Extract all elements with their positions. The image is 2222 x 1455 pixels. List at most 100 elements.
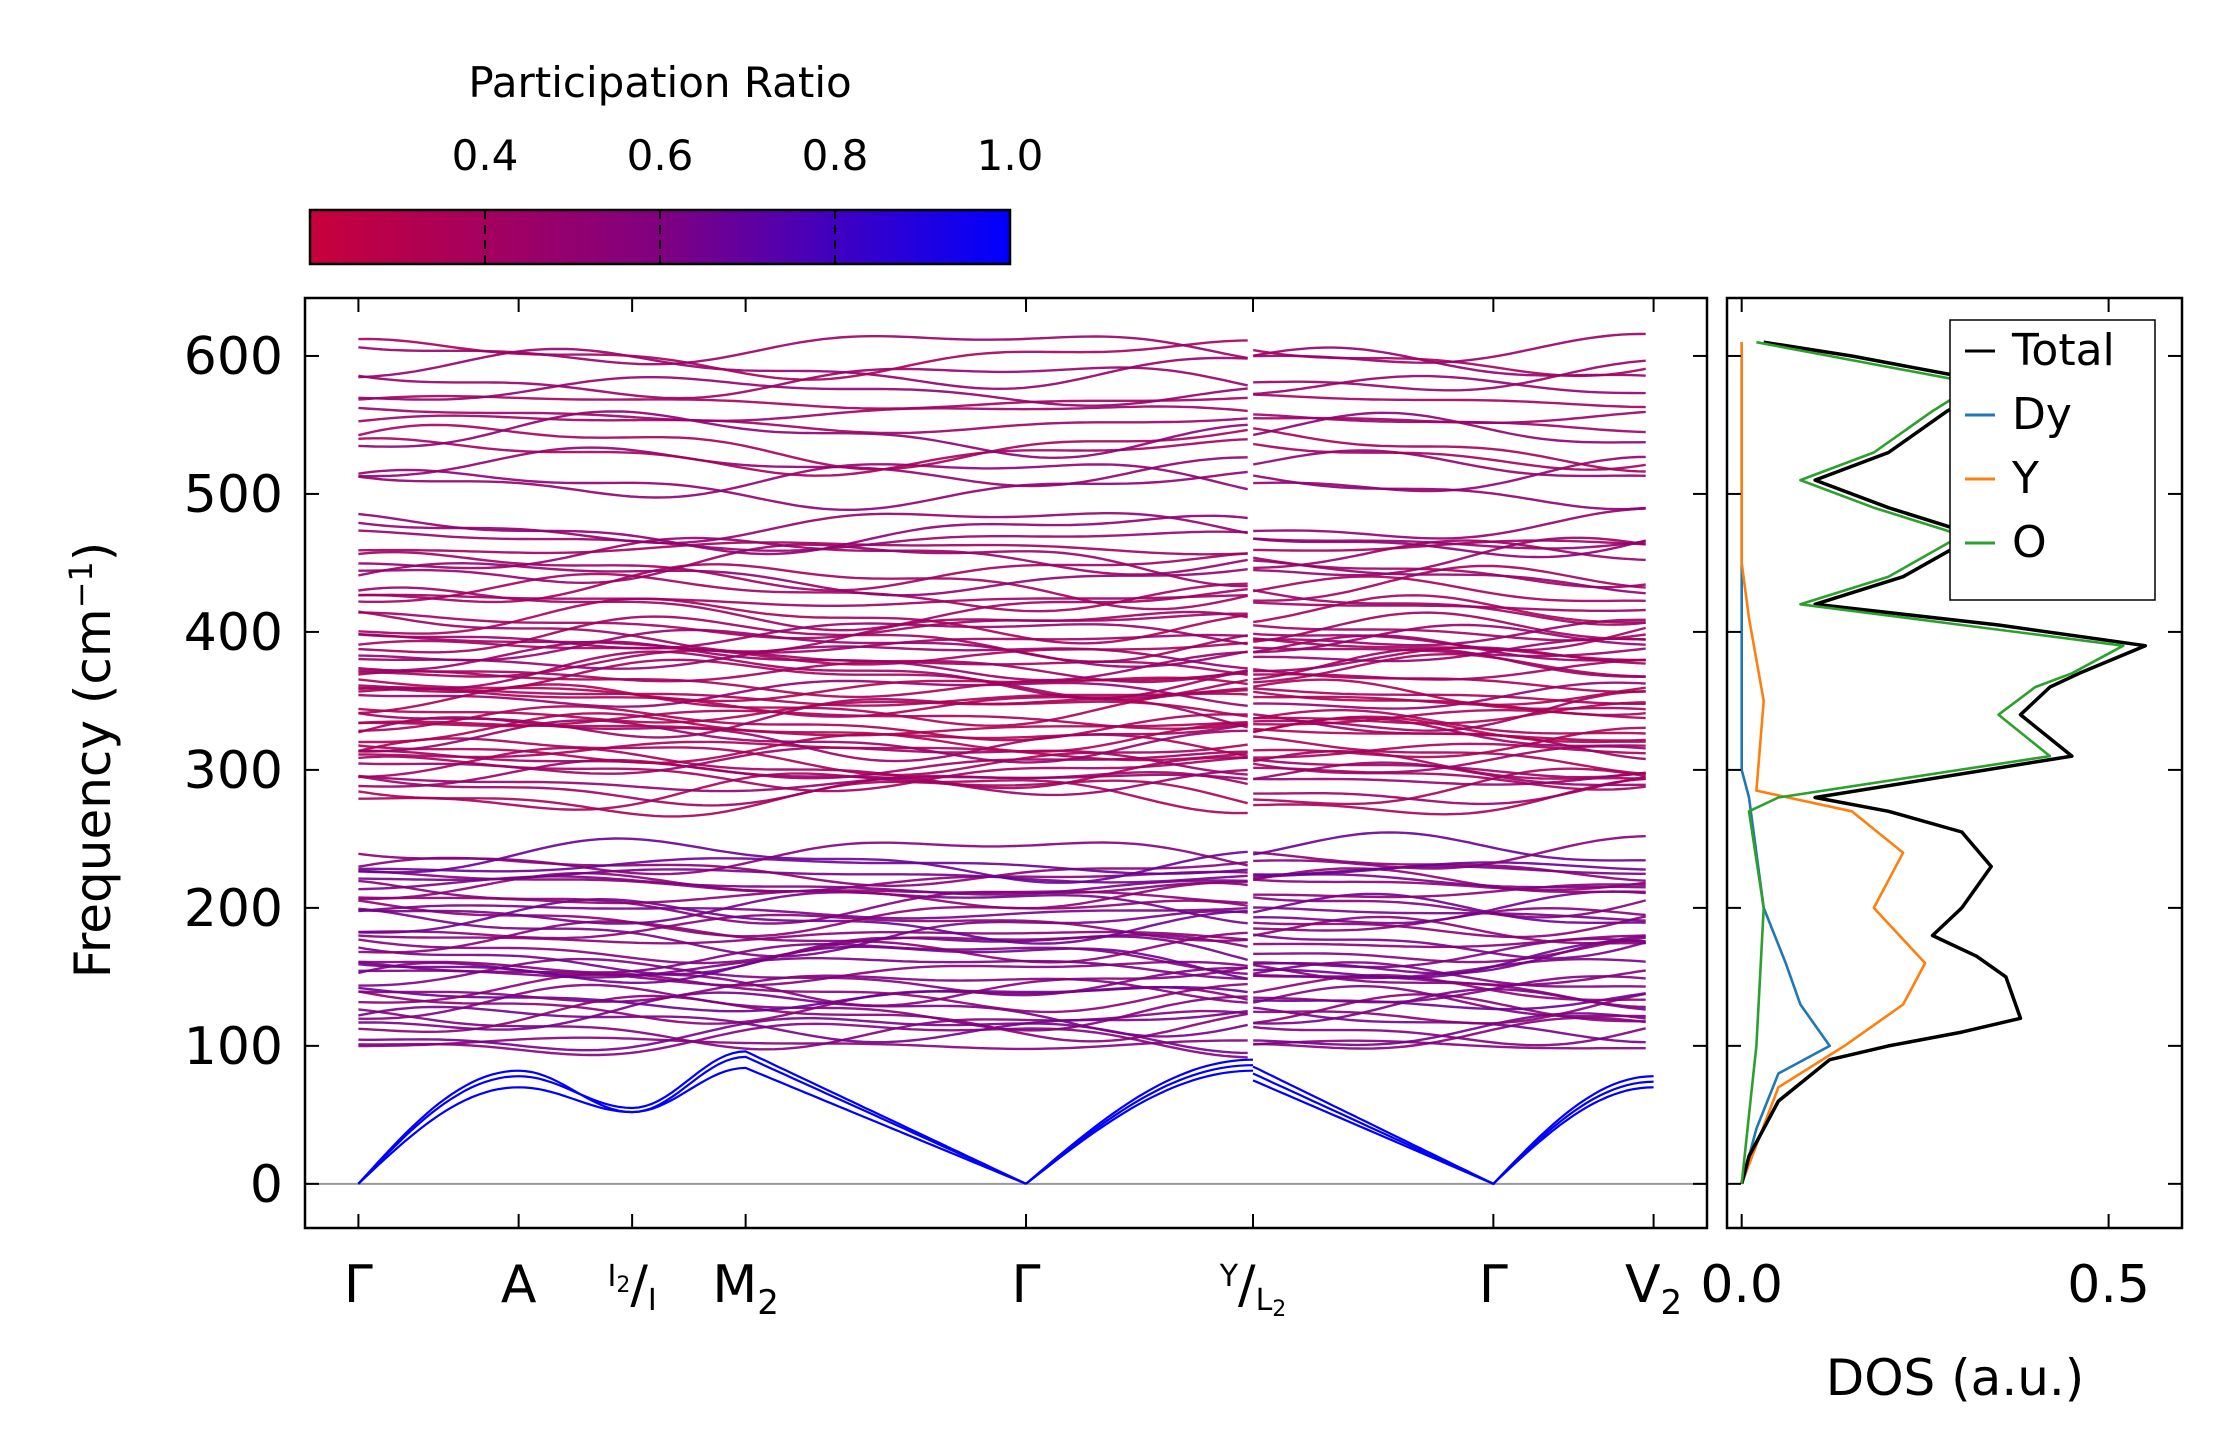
optical-branch [1253,906,1646,922]
y-axis-title-superscript: −1 [62,561,100,608]
optical-branch [1253,359,1646,392]
colorbar-tick-labels: 0.4 0.6 0.8 1.0 [452,131,1044,180]
optical-branch [1253,537,1646,559]
optical-branch [358,758,1248,797]
colorbar: Participation Ratio 0.4 0.6 0.8 1.0 [308,58,1044,266]
optical-branch [358,597,1248,645]
optical-branch [1253,933,1647,960]
optical-branch [1253,878,1646,892]
colorbar-tick-label: 0.4 [452,131,519,180]
acoustic-branch [1252,1075,1654,1186]
kpath-label: I2/I [608,1255,657,1318]
optical-branch [1253,637,1646,662]
optical-branch [358,974,1248,1004]
optical-branch [358,991,1248,1038]
optical-branch [358,337,1248,381]
optical-branch [358,868,1248,884]
optical-branch [1253,678,1646,711]
optical-branch [1253,507,1646,540]
kpath-label: Γ [1479,1255,1508,1315]
optical-branch [358,633,1248,654]
acoustic-branch [357,1066,1027,1185]
legend-label: Y [2011,453,2039,504]
optical-branch [1253,867,1646,894]
optical-branch [1253,767,1646,806]
acoustic-branch [1025,1058,1254,1185]
kpath-label: A [501,1255,537,1315]
optical-branch [1253,939,1646,979]
dos-lines [1740,340,2148,1185]
optical-branch [358,529,1248,552]
optical-branch [1253,1025,1646,1047]
acoustic-branch [357,1050,1027,1185]
optical-branch [358,423,1248,471]
y-axis-title-text: Frequency (cm [64,608,122,978]
optical-branch [358,405,1248,422]
optical-branch [358,772,1248,815]
optical-branch [358,615,1248,663]
optical-branch [1253,742,1646,759]
dos-legend: Total Dy YO [1949,319,2156,601]
y-axis-title-close: ) [64,542,122,562]
optical-branch [358,610,1248,653]
optical-branch [1253,1012,1646,1047]
legend-box [1949,319,2156,601]
optical-branch [1253,915,1646,939]
optical-branch [1253,658,1646,681]
optical-branch [358,572,1248,613]
dos-panel: 0.0 0.5 DOS (a.u.) Total Dy YO [1700,296,2184,1407]
optical-branch [358,841,1248,876]
optical-branch [1253,646,1646,658]
optical-branch [358,942,1248,975]
optical-branch [358,1005,1248,1044]
optical-branch [358,957,1248,997]
acoustic-branch [1025,1064,1254,1185]
optical-branch [358,891,1248,925]
dos-axes-frame [1725,296,2184,1230]
optical-branch [1253,890,1646,925]
y-tick-label: 400 [184,603,283,663]
optical-branch [1252,589,1646,626]
optical-branch [358,335,1248,366]
optical-branch [358,561,1248,597]
optical-branch [1253,427,1646,473]
optical-branch [358,446,1248,488]
optical-branch [358,770,1248,807]
optical-branch [358,376,1248,407]
acoustic-branch [357,1055,1027,1185]
optical-branch [358,687,1248,707]
optical-branch [358,650,1248,700]
optical-branch [1253,975,1646,1004]
optical-branch [1252,985,1646,1018]
optical-branch [1253,861,1646,876]
kpath-label: V2 [1625,1255,1682,1323]
optical-branch [358,437,1248,477]
band-kpath-ticks [305,298,1707,1228]
optical-branch [358,709,1248,730]
optical-branch [1253,623,1646,654]
y-tick-label: 200 [184,879,283,939]
optical-branch [1253,681,1646,710]
band-structure-panel: 0 100 200 300 400 500 600 Γ A I2/I M2 Γ Y/L2 Γ V2 Fre… [62,296,1709,1323]
dos-series-dy [1740,342,1831,1185]
optical-branch [1253,374,1646,396]
optical-branch [358,394,1248,410]
dos-x-tick-label: 0.0 [1700,1255,1783,1315]
optical-branch [358,899,1248,938]
band-y-ticks: 0 100 200 300 400 500 600 [184,327,1707,1215]
optical-branch [1253,332,1646,364]
legend-label: Total [2011,325,2115,376]
optical-branch [358,551,1248,592]
optical-branch [358,463,1248,499]
optical-branch [1253,762,1646,791]
y-tick-label: 100 [184,1017,283,1077]
optical-branch [358,414,1248,435]
optical-branch [1253,686,1646,706]
acoustic-branch [1252,1065,1654,1186]
kpath-label: M2 [712,1255,779,1323]
optical-branch [358,543,1248,588]
optical-branch [1252,892,1646,924]
optical-branch [1253,727,1646,742]
optical-branch [1253,564,1646,602]
